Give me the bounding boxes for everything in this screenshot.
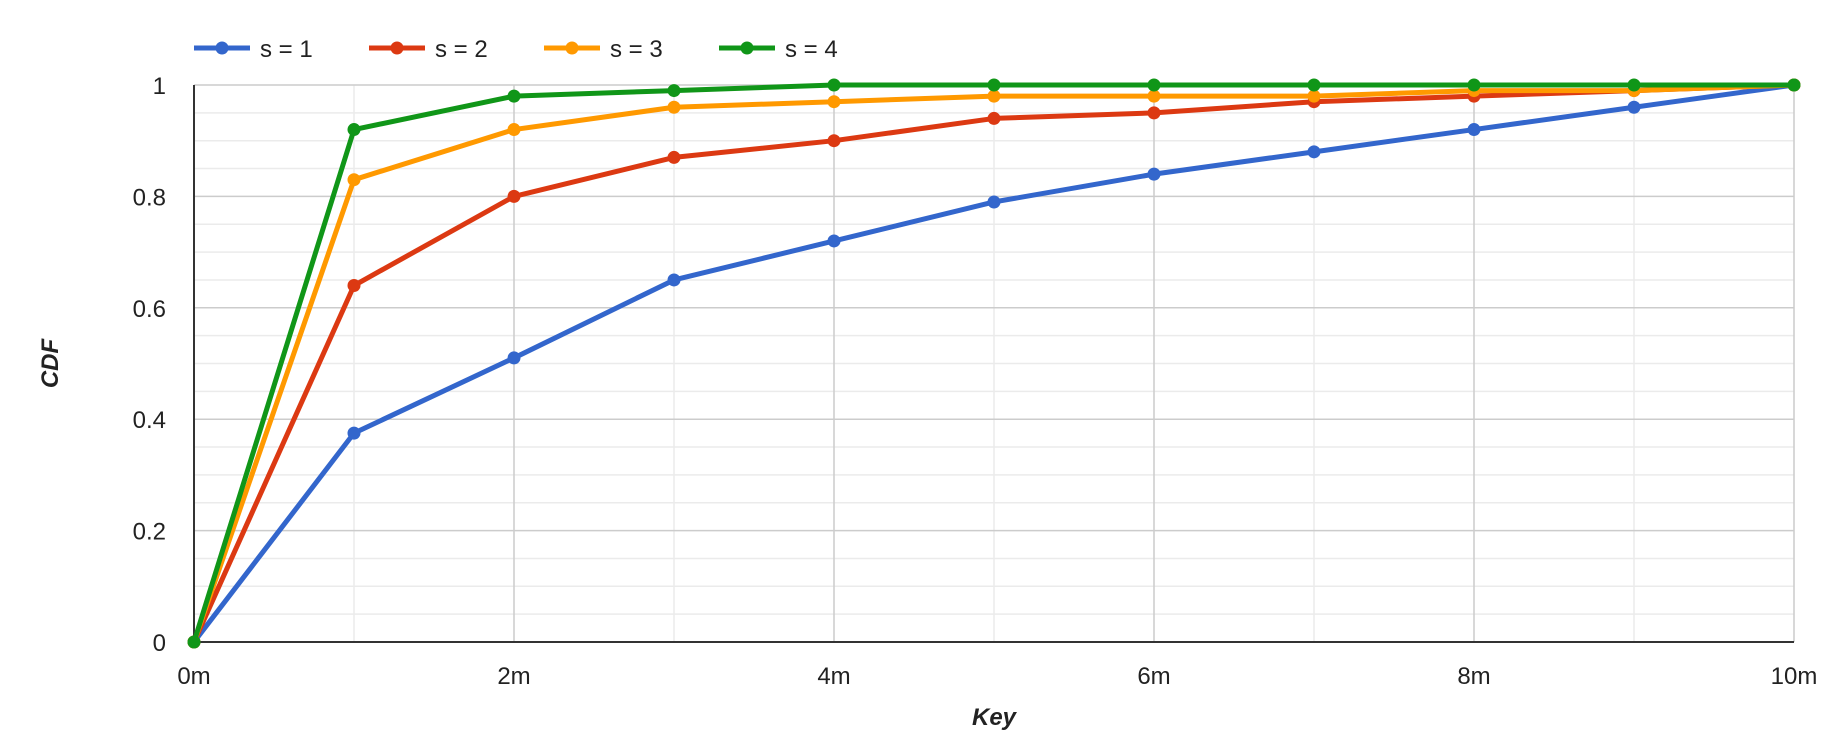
data-point [1627,78,1641,92]
x-axis-title: Key [972,704,1018,731]
data-point [507,89,521,103]
data-point [1147,106,1161,120]
data-point [667,84,681,98]
data-point [667,150,681,164]
data-point [667,100,681,114]
y-tick-label: 0 [153,630,166,657]
y-tick-label: 1 [153,73,166,100]
data-point [987,195,1001,209]
x-tick-label: 8m [1457,663,1490,690]
y-tick-label: 0.2 [133,519,166,546]
legend: s = 1 s = 2 s = 3 s = 4 [194,36,838,63]
y-tick-label: 0.4 [133,407,166,434]
legend-item: s = 1 [194,36,313,63]
data-point [507,189,521,203]
data-point [1307,78,1321,92]
data-point [667,273,681,287]
legend-item: s = 4 [719,36,838,63]
x-tick-label: 10m [1771,663,1818,690]
legend-label: s = 3 [610,36,663,63]
y-tick-label: 0.6 [133,296,166,323]
legend-swatch-marker [740,41,754,55]
data-point [1307,89,1321,103]
data-point [827,78,841,92]
data-point [1147,78,1161,92]
legend-item: s = 3 [544,36,663,63]
legend-label: s = 4 [785,36,838,63]
data-point [347,426,361,440]
data-point [347,173,361,187]
tick-labels: 0m 2m 4m 6m 8m 10m 0 0.2 0.4 0.6 0.8 1 [133,73,1818,690]
data-point [987,78,1001,92]
data-point [187,635,201,649]
series-4 [187,78,1801,649]
data-point [1627,100,1641,114]
data-point [507,123,521,137]
data-point [987,89,1001,103]
data-point [1787,78,1801,92]
legend-label: s = 1 [260,36,313,63]
data-point [507,351,521,365]
x-tick-label: 2m [497,663,530,690]
legend-swatch-marker [565,41,579,55]
data-point [987,111,1001,125]
legend-swatch-marker [215,41,229,55]
axes [193,85,1794,643]
data-point [1467,78,1481,92]
data-point [1147,167,1161,181]
data-point [1307,145,1321,159]
series-layer [187,78,1801,649]
data-point [827,234,841,248]
data-point [827,95,841,109]
data-point [347,123,361,137]
x-tick-label: 4m [817,663,850,690]
minor-gridlines [194,85,1794,642]
x-tick-label: 0m [177,663,210,690]
legend-swatch-marker [390,41,404,55]
y-tick-label: 0.8 [133,184,166,211]
data-point [1147,89,1161,103]
legend-item: s = 2 [369,36,488,63]
x-tick-label: 6m [1137,663,1170,690]
data-point [827,134,841,148]
data-point [347,279,361,293]
y-axis-title: CDF [37,338,64,389]
data-point [1467,123,1481,137]
legend-label: s = 2 [435,36,488,63]
